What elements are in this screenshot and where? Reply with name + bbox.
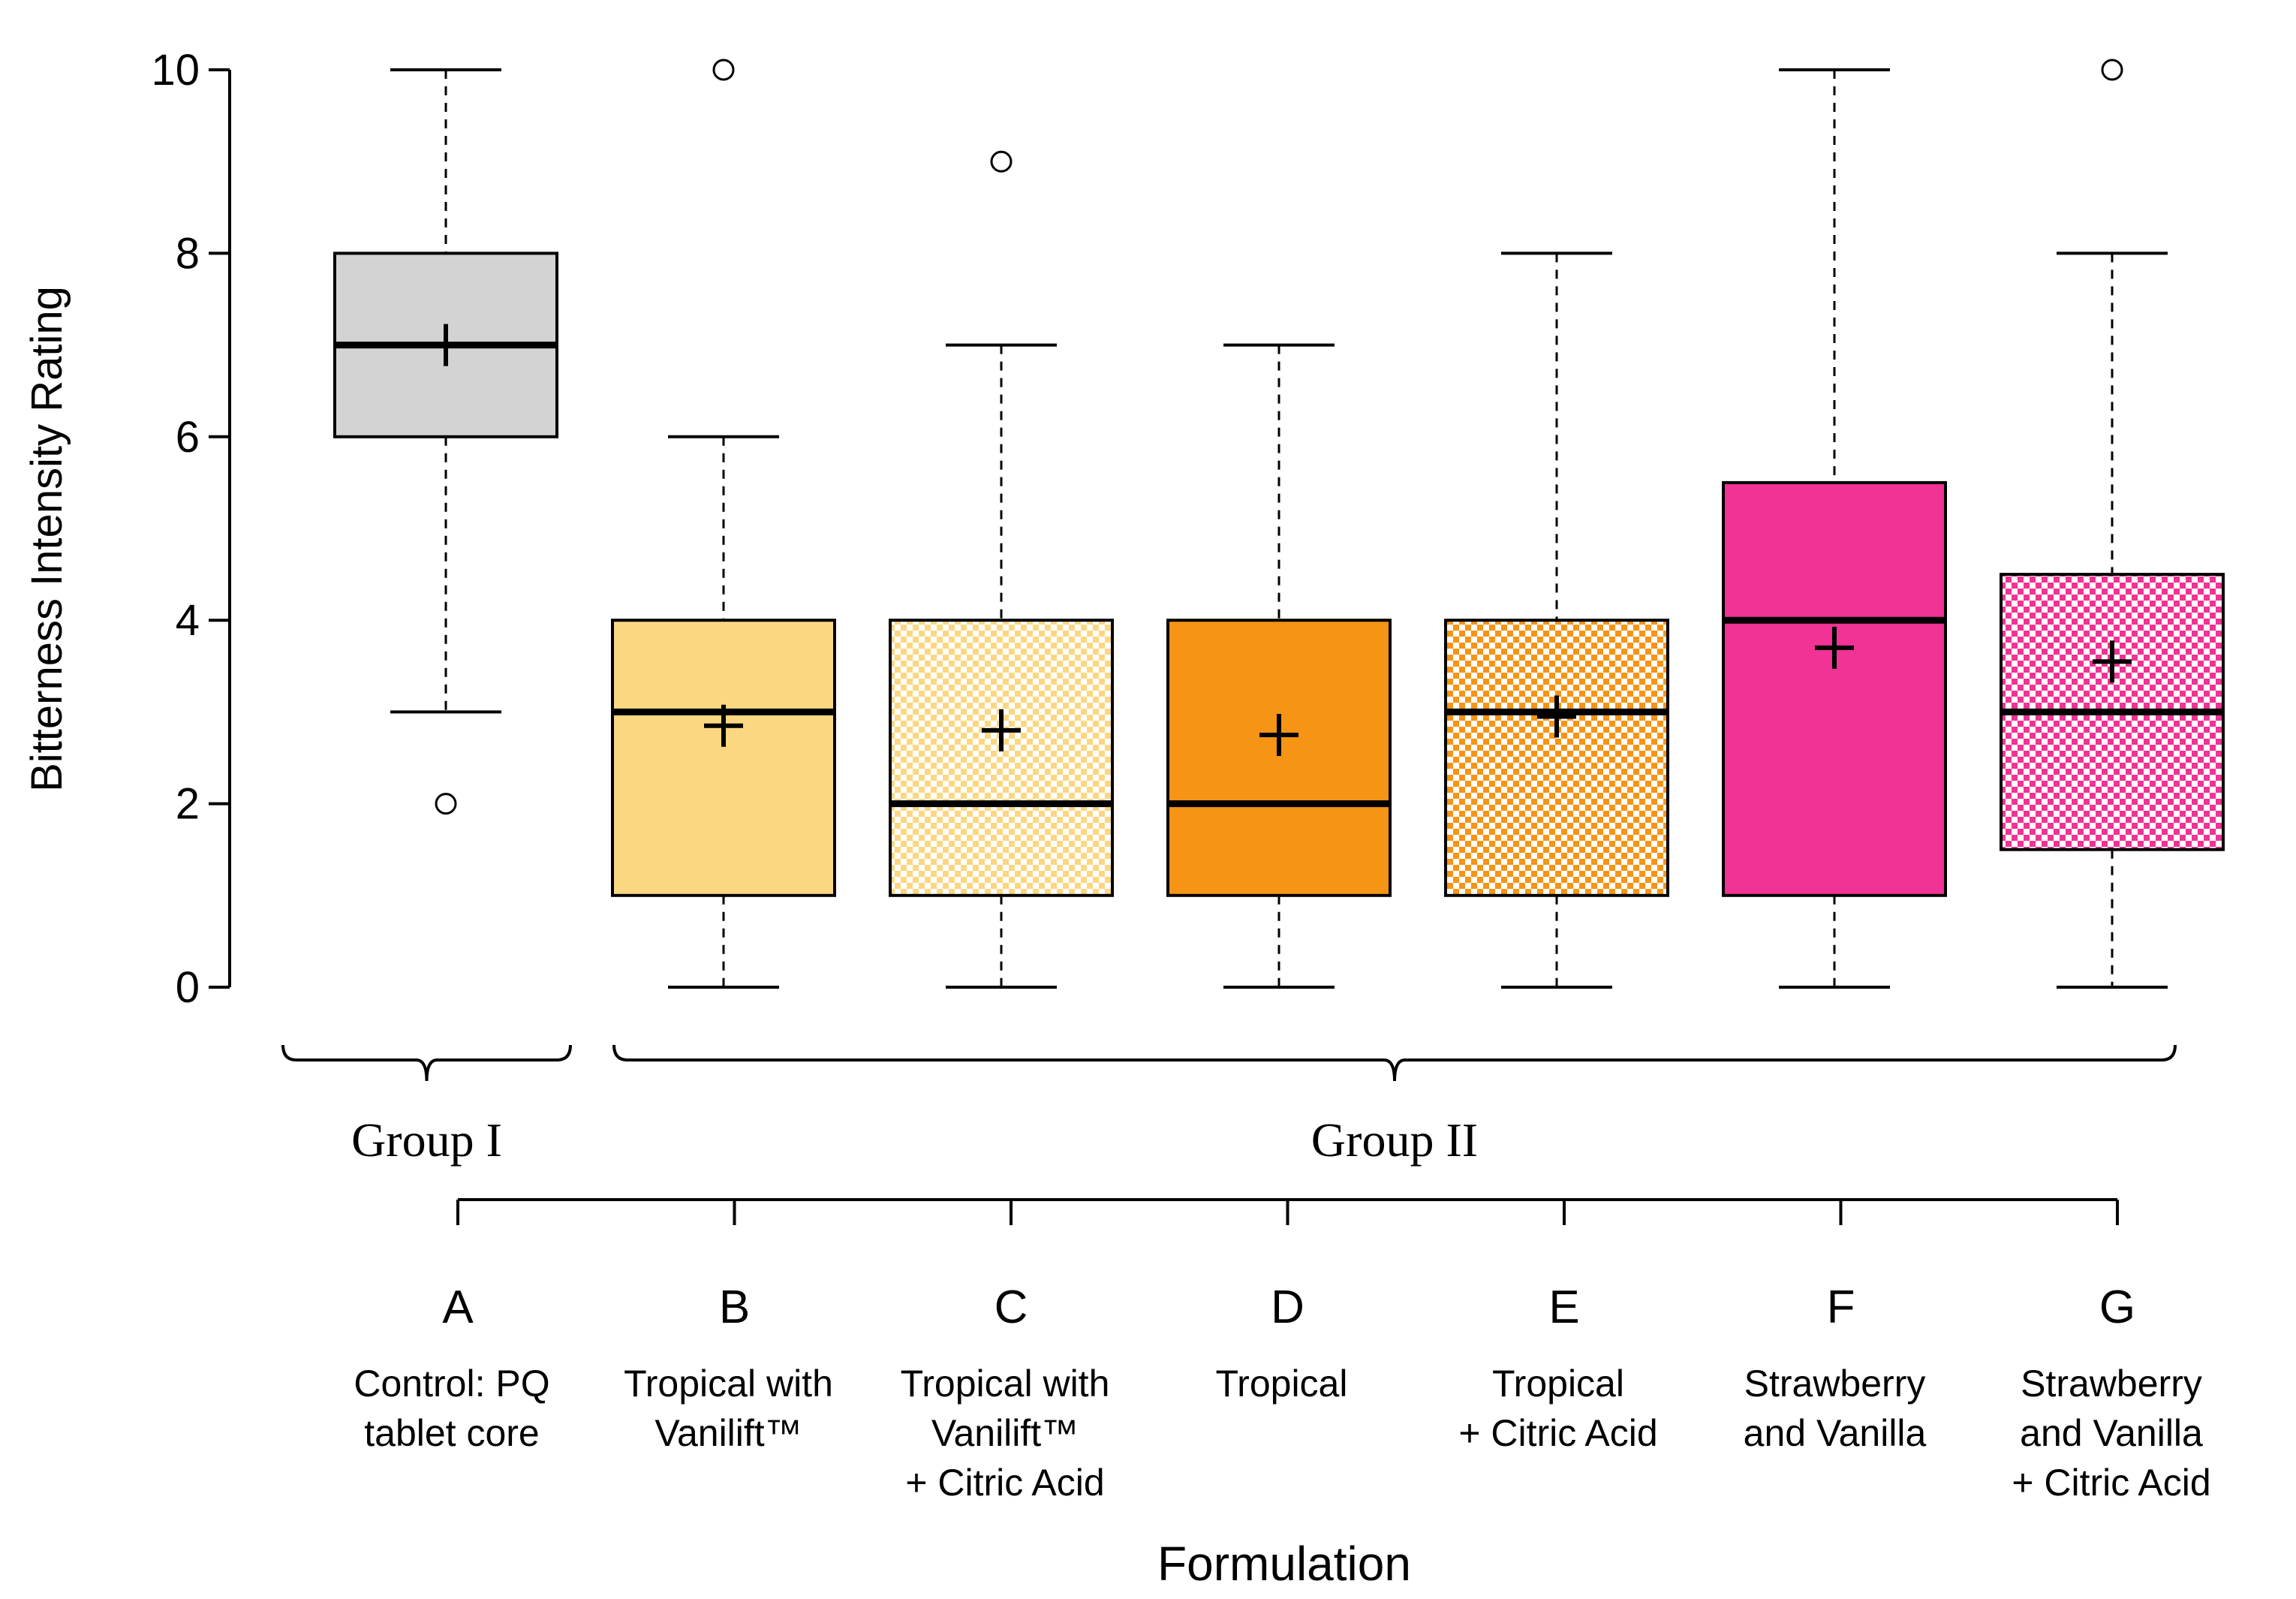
formulation-name-line: Vanilift™ [931, 1412, 1079, 1454]
box-C [889, 150, 1114, 989]
group-2: Group II [612, 1044, 2177, 1167]
formulation-letter-B: B [719, 1281, 750, 1333]
formulation-name-line: Tropical [1492, 1363, 1624, 1405]
formulation-letter-D: D [1271, 1281, 1304, 1333]
y-tick-label: 6 [176, 413, 200, 462]
box-D [1166, 343, 1392, 989]
formulation-letter-C: C [995, 1281, 1028, 1333]
formulation-name-line: and Vanilla [1744, 1412, 1927, 1454]
box-iqr [611, 619, 836, 897]
group-label: Group II [1311, 1113, 1478, 1167]
box-iqr [1444, 619, 1669, 897]
box-iqr [889, 619, 1114, 897]
y-tick-label: 0 [176, 963, 200, 1012]
formulation-name-line: Strawberry [2021, 1363, 2202, 1405]
formulation-name-line: and Vanilla [2020, 1412, 2203, 1454]
y-tick-label: 10 [151, 46, 200, 95]
y-axis-label: Bitterness Intensity Rating [23, 286, 71, 792]
x-axis-label: Formulation [1157, 1537, 1411, 1591]
outlier-point [435, 793, 457, 815]
outlier-point [712, 59, 735, 81]
formulation-name-line: + Citric Acid [1458, 1412, 1657, 1454]
y-tick-label: 8 [176, 229, 200, 278]
box-E [1444, 251, 1669, 989]
formulation-letter-G: G [2099, 1281, 2135, 1333]
formulation-letter-A: A [442, 1281, 474, 1333]
y-tick-label: 4 [176, 596, 200, 645]
box-iqr [1722, 480, 1947, 897]
formulation-name-line: Strawberry [1744, 1363, 1926, 1405]
box-iqr [1166, 619, 1392, 897]
box-A [333, 68, 558, 815]
box-F [1722, 68, 1947, 989]
formulation-name-line: Vanilift™ [654, 1412, 802, 1454]
formulation-name-line: Tropical with [901, 1363, 1110, 1405]
formulation-name-line: Tropical with [624, 1363, 833, 1405]
outlier-point [2101, 59, 2123, 81]
outlier-point [990, 150, 1013, 173]
formulation-name-line: Tropical [1216, 1363, 1348, 1405]
group-label: Group I [351, 1113, 502, 1167]
group-bracket [281, 1044, 572, 1082]
formulation-name-line: + Citric Acid [905, 1462, 1104, 1504]
box-G [2000, 59, 2225, 989]
box-B [611, 59, 836, 989]
formulation-name-line: + Citric Acid [2012, 1462, 2210, 1504]
group-bracket [612, 1044, 2177, 1082]
y-tick-label: 2 [176, 780, 200, 829]
formulation-letter-E: E [1548, 1281, 1579, 1333]
group-1: Group I [281, 1044, 572, 1167]
formulation-name-line: Control: PQ [354, 1363, 549, 1405]
formulation-name-line: tablet core [364, 1412, 539, 1454]
formulation-letter-F: F [1827, 1281, 1855, 1333]
